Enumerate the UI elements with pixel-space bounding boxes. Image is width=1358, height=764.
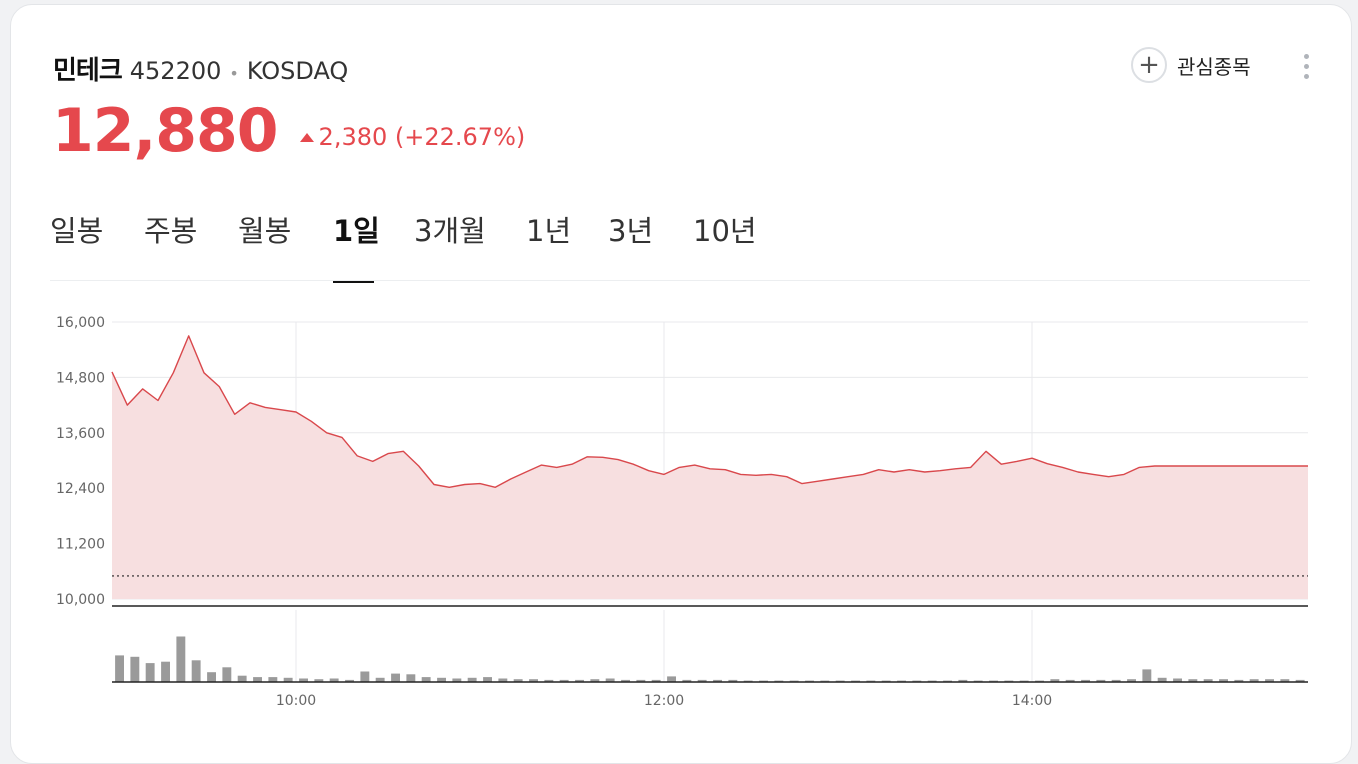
stock-header: 민테크 452200 • KOSDAQ [53, 50, 348, 87]
volume-bar [728, 679, 738, 682]
plus-icon: + [1131, 47, 1167, 83]
add-watchlist-button[interactable]: + 관심종목 [1131, 47, 1251, 83]
volume-bar [222, 667, 232, 682]
volume-bar [667, 676, 676, 682]
volume-bar [314, 679, 324, 682]
price-change: 2,380 (+22.67%) [299, 123, 526, 151]
volume-bar [1081, 679, 1090, 682]
volume-bar [253, 677, 262, 682]
volume-bar [237, 675, 247, 682]
volume-bar [161, 661, 170, 682]
volume-bar [544, 679, 554, 682]
volume-bar [498, 678, 508, 682]
volume-bar [605, 678, 615, 682]
tab-monthly[interactable]: 월봉 [238, 214, 292, 248]
volume-bar [636, 679, 646, 682]
volume-bar [529, 679, 538, 682]
stock-card [10, 4, 1352, 764]
price-area [112, 335, 1308, 599]
volume-bar [621, 679, 630, 682]
tab-3year[interactable]: 3년 [608, 214, 654, 248]
volume-bar [345, 679, 354, 682]
volume-bar [958, 679, 968, 682]
tabs-divider [50, 280, 1310, 281]
volume-bar [191, 660, 201, 682]
y-tick-label: 11,200 [56, 537, 105, 553]
volume-bar [1050, 679, 1060, 682]
volume-bar [130, 656, 140, 682]
volume-bar [1234, 679, 1244, 682]
separator-dot: • [229, 64, 239, 83]
volume-bar [1295, 679, 1305, 682]
x-tick-label: 10:00 [276, 693, 316, 709]
active-tab-indicator [333, 281, 374, 283]
volume-bar [115, 655, 124, 682]
tab-weekly[interactable]: 주봉 [144, 214, 198, 248]
stock-name: 민테크 [53, 56, 123, 86]
volume-bar [437, 677, 446, 682]
volume-bar [452, 678, 462, 682]
volume-bar [360, 671, 370, 682]
volume-bar [1111, 679, 1121, 682]
volume-bar [682, 679, 692, 682]
y-tick-label: 16,000 [56, 315, 105, 331]
volume-bar [329, 678, 339, 682]
tab-daily[interactable]: 일봉 [50, 214, 104, 248]
y-tick-label: 13,600 [56, 426, 105, 442]
volume-bar [559, 679, 569, 682]
volume-bar [406, 674, 416, 682]
market-name: KOSDAQ [246, 57, 349, 85]
watchlist-label: 관심종목 [1177, 54, 1251, 79]
x-tick-label: 12:00 [644, 693, 684, 709]
volume-bar [375, 677, 385, 682]
tab-1year[interactable]: 1년 [526, 214, 572, 248]
change-value: 2,380 (+22.67%) [318, 123, 526, 151]
x-tick-label: 14:00 [1012, 693, 1052, 709]
up-arrow-icon [299, 132, 314, 142]
volume-bar [1280, 679, 1290, 682]
volume-bar [1203, 679, 1213, 682]
volume-bar [467, 677, 477, 682]
volume-bar [1173, 678, 1182, 682]
volume-bar [590, 679, 600, 682]
stock-code: 452200 [129, 57, 222, 85]
volume-bar [697, 679, 707, 682]
price-row: 12,880 2,380 (+22.67%) [52, 96, 525, 166]
volume-bar [145, 663, 155, 682]
volume-bar [1065, 679, 1075, 682]
volume-bar [1157, 677, 1167, 682]
tab-3month[interactable]: 3개월 [414, 214, 486, 248]
price-chart: 16,000 14,800 13,600 12,400 11,200 10,000 10:0… [56, 315, 1308, 709]
volume-bar [268, 677, 278, 682]
volume-bar [421, 677, 431, 682]
price-line [111, 335, 1308, 488]
volume-bar [575, 679, 584, 682]
volume-bar [176, 636, 186, 682]
y-tick-label: 14,800 [56, 370, 105, 386]
volume-bar [1265, 679, 1274, 682]
volume-bar [1219, 679, 1228, 682]
volume-bar [483, 677, 492, 682]
volume-bar [1249, 679, 1259, 682]
volume-bar [651, 679, 661, 682]
tab-10year[interactable]: 10년 [693, 214, 757, 248]
y-tick-label: 10,000 [56, 592, 105, 608]
volume-bar [1188, 679, 1198, 682]
volume-bar [391, 673, 400, 682]
volume-bar [513, 679, 523, 682]
volume-bar [1096, 679, 1106, 682]
volume-bar [207, 672, 216, 682]
volume-bar [1127, 679, 1136, 682]
volume-bar [283, 677, 293, 682]
tab-1day[interactable]: 1일 [333, 214, 380, 248]
volume-bar [299, 678, 308, 682]
more-vertical-icon[interactable] [1300, 54, 1312, 84]
y-tick-label: 12,400 [56, 481, 105, 497]
volume-bar [1142, 669, 1152, 682]
current-price: 12,880 [52, 96, 279, 166]
volume-bar [713, 679, 722, 682]
